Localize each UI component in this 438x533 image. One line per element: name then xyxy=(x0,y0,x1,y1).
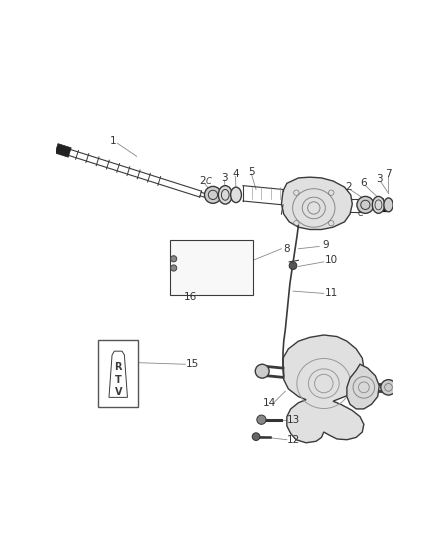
Text: 2: 2 xyxy=(199,176,205,186)
Text: 4: 4 xyxy=(232,169,239,179)
Text: V: V xyxy=(114,387,122,397)
Text: 2: 2 xyxy=(345,182,352,192)
Polygon shape xyxy=(283,335,364,443)
Circle shape xyxy=(170,265,177,271)
Polygon shape xyxy=(109,351,127,398)
Text: T: T xyxy=(115,375,122,385)
Text: 9: 9 xyxy=(322,240,328,250)
Text: 12: 12 xyxy=(286,435,300,445)
Circle shape xyxy=(357,196,374,213)
Text: 14: 14 xyxy=(262,398,276,408)
Text: 7: 7 xyxy=(385,169,392,179)
Text: 16: 16 xyxy=(184,292,197,302)
Circle shape xyxy=(289,262,297,270)
Ellipse shape xyxy=(218,185,232,204)
Polygon shape xyxy=(347,364,379,409)
Ellipse shape xyxy=(384,198,393,212)
Text: 13: 13 xyxy=(286,415,300,425)
Ellipse shape xyxy=(372,196,385,213)
Circle shape xyxy=(170,256,177,262)
Text: 15: 15 xyxy=(186,359,200,369)
Circle shape xyxy=(381,379,396,395)
Ellipse shape xyxy=(231,187,241,203)
Polygon shape xyxy=(282,177,352,230)
Text: 8: 8 xyxy=(283,244,290,254)
Bar xyxy=(98,340,138,407)
Circle shape xyxy=(257,415,266,424)
Text: C: C xyxy=(358,208,364,217)
Text: R: R xyxy=(114,361,122,372)
Polygon shape xyxy=(55,143,71,157)
Circle shape xyxy=(252,433,260,440)
Circle shape xyxy=(255,364,269,378)
Bar xyxy=(170,239,253,295)
Text: 5: 5 xyxy=(248,167,255,177)
Text: 3: 3 xyxy=(221,173,228,183)
Text: C: C xyxy=(205,177,211,186)
Text: 3: 3 xyxy=(376,174,382,184)
Text: 1: 1 xyxy=(110,136,117,146)
Text: 6: 6 xyxy=(360,179,367,188)
Circle shape xyxy=(205,187,221,203)
Text: 11: 11 xyxy=(325,288,338,298)
Text: 10: 10 xyxy=(325,255,338,265)
